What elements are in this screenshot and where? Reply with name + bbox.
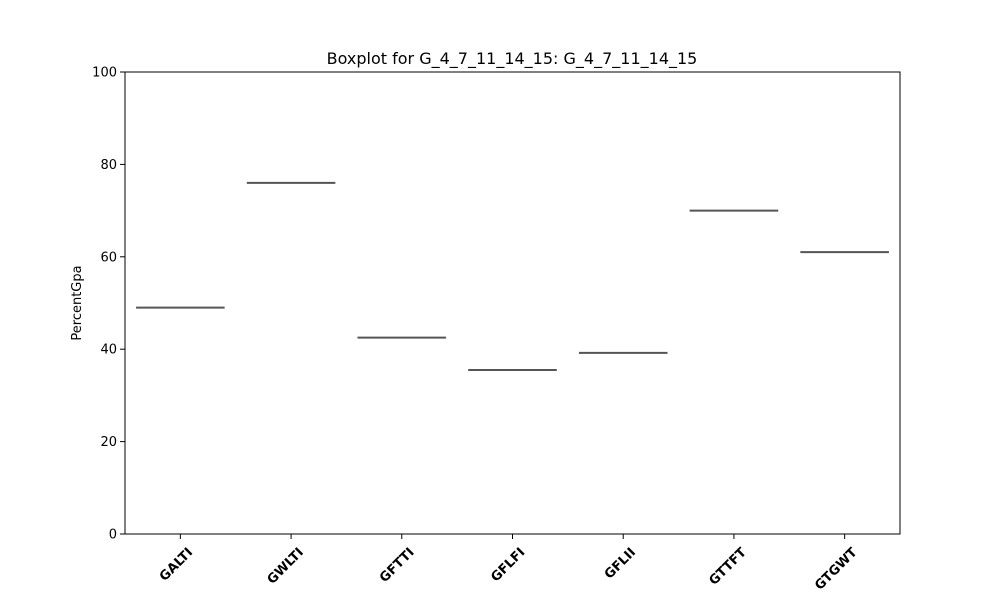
y-tick-label: 60	[100, 250, 117, 265]
box-series	[136, 181, 889, 371]
y-tick-label: 100	[92, 66, 117, 81]
x-tick-label: GFTTI	[377, 545, 418, 586]
x-tick-label: GWLTI	[265, 545, 307, 587]
y-tick-label: 20	[100, 435, 117, 450]
x-tick-label: GFLII	[602, 545, 639, 582]
x-tick-label: GTTFT	[706, 545, 749, 588]
x-tick-label: GALTI	[157, 545, 196, 584]
y-tick-label: 0	[109, 528, 117, 543]
y-axis-ticks: 0 20 40 60 80 100	[92, 66, 125, 543]
plot-area-frame	[124, 71, 901, 535]
chart-title: Boxplot for G_4_7_11_14_15: G_4_7_11_14_…	[327, 49, 698, 69]
x-axis-ticks: GALTI GWLTI GFTTI GFLFI GFLII GTTFT GTGWT	[157, 534, 861, 593]
y-tick-label: 80	[100, 158, 117, 173]
x-tick-label: GTGWT	[812, 545, 860, 593]
y-axis-label: PercentGpa	[70, 265, 85, 340]
y-tick-label: 40	[100, 343, 117, 358]
x-tick-label: GFLFI	[488, 545, 528, 585]
